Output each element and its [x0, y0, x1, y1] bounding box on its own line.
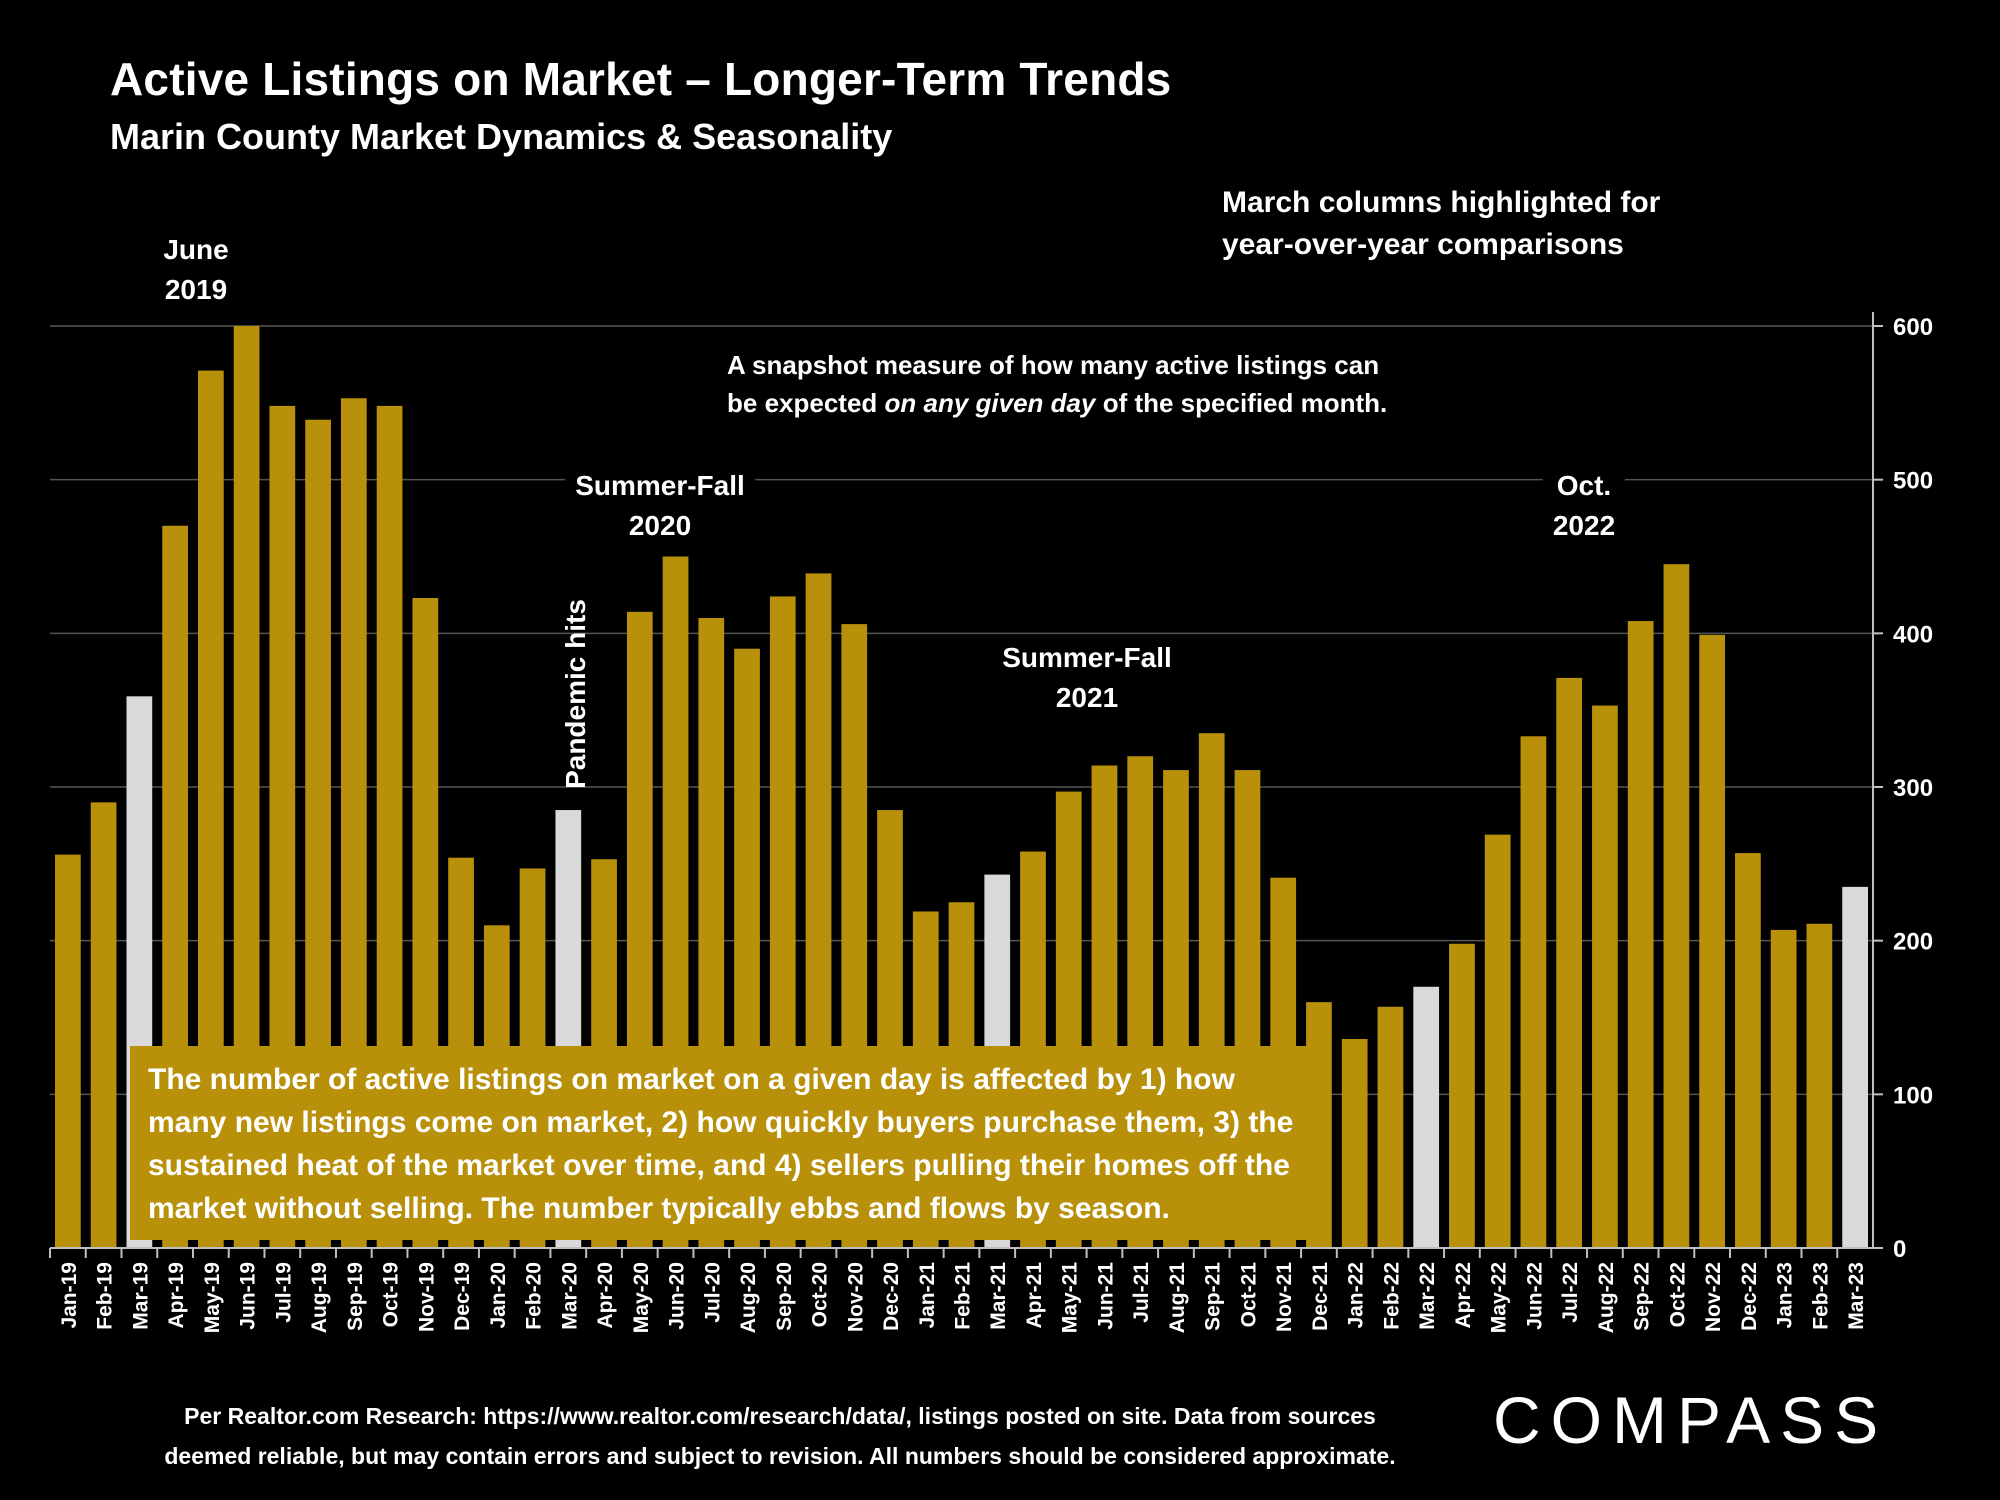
axes: 0 100 200 300 400 500 600 Jan-19 Feb-19 Mar-19 Apr…: [49, 312, 1933, 1334]
x-tick-label: Nov-19: [415, 1262, 438, 1332]
x-tick-label: Nov-22: [1702, 1262, 1725, 1332]
x-tick-label: May-22: [1488, 1262, 1511, 1333]
y-tick-label: 500: [1893, 468, 1933, 495]
bar-highlight-Mar-23: [1842, 886, 1868, 1248]
x-tick-label: Sep-19: [344, 1262, 367, 1331]
x-tick-label: Jan-19: [58, 1262, 81, 1329]
y-tick-label: 600: [1893, 314, 1933, 341]
y-tick-label: 100: [1893, 1082, 1933, 1109]
bar-Feb-19: [90, 802, 117, 1248]
x-tick-label: Sep-21: [1202, 1262, 1225, 1331]
x-tick-label: Apr-22: [1452, 1262, 1475, 1329]
x-tick-label: Jun-19: [237, 1262, 260, 1330]
y-tick-label: 400: [1893, 621, 1933, 648]
x-tick-label: Feb-23: [1809, 1262, 1832, 1330]
x-tick-label: Oct-21: [1237, 1262, 1260, 1328]
source-note: Per Realtor.com Research: https://www.re…: [164, 1403, 1396, 1469]
x-tick-label: Aug-20: [737, 1262, 760, 1333]
bar-Feb-23: [1806, 923, 1833, 1248]
x-tick-label: Oct-19: [380, 1262, 403, 1327]
y-tick-label: 300: [1893, 775, 1933, 802]
peak-label-summer-fall-2021: Summer-Fall 2021: [992, 638, 1182, 718]
x-tick-label: May-19: [201, 1262, 224, 1333]
march-highlight-note: March columns highlighted for year-over-…: [1222, 186, 1661, 261]
x-tick-label: Jan-21: [916, 1262, 939, 1329]
x-tick-label: Nov-20: [844, 1262, 867, 1332]
x-tick-label: Aug-22: [1595, 1262, 1618, 1333]
x-tick-label: Jan-20: [487, 1262, 510, 1329]
x-tick-label: Apr-20: [594, 1262, 617, 1329]
x-tick-label: Jul-19: [272, 1262, 295, 1323]
x-tick-label: Nov-21: [1273, 1262, 1296, 1332]
x-tick-label: Mar-20: [558, 1262, 581, 1330]
snapshot-note: A snapshot measure of how many active li…: [727, 346, 1447, 422]
bar-May-22: [1484, 834, 1511, 1248]
x-tick-label: Jan-22: [1345, 1262, 1368, 1329]
x-tick-label: Sep-22: [1631, 1262, 1654, 1331]
x-tick-label: Feb-20: [523, 1262, 546, 1330]
bar-Jan-19: [55, 854, 81, 1248]
compass-logo: COMPASS: [1493, 1383, 1889, 1457]
x-tick-label: Aug-19: [308, 1262, 331, 1333]
x-tick-label: Jun-20: [666, 1262, 689, 1330]
bar-highlight-Mar-22: [1413, 986, 1440, 1248]
x-tick-label: Feb-21: [952, 1262, 975, 1330]
x-tick-label: Oct-20: [809, 1262, 832, 1327]
bar-Jun-22: [1520, 736, 1547, 1248]
y-tick-label: 200: [1893, 929, 1933, 956]
x-tick-label: Dec-20: [880, 1262, 903, 1331]
peak-label-june-2019: June 2019: [153, 230, 239, 310]
x-tick-label: Jan-23: [1774, 1262, 1797, 1329]
bar-Dec-22: [1735, 853, 1761, 1248]
x-tick-label: Dec-21: [1309, 1262, 1332, 1331]
x-tick-label: Sep-20: [773, 1262, 796, 1331]
x-tick-label: Feb-22: [1380, 1262, 1403, 1330]
bar-Jan-23: [1770, 929, 1797, 1248]
x-tick-label: Feb-19: [94, 1262, 117, 1330]
bar-Aug-22: [1592, 705, 1618, 1248]
explanation-box: The number of active listings on market …: [130, 1046, 1330, 1240]
bar-Oct-22: [1663, 564, 1690, 1248]
x-tick-label: May-20: [630, 1262, 653, 1333]
x-tick-label: Mar-21: [987, 1262, 1010, 1330]
x-tick-label: Apr-19: [165, 1262, 188, 1329]
peak-label-summer-fall-2020: Summer-Fall 2020: [565, 466, 755, 546]
x-tick-label: Mar-19: [129, 1262, 152, 1330]
x-tick-label: Apr-21: [1023, 1262, 1046, 1329]
bar-Apr-22: [1449, 943, 1475, 1248]
page-subtitle: Marin County Market Dynamics & Seasonali…: [110, 116, 893, 157]
peak-label-oct-2022: Oct. 2022: [1542, 466, 1626, 546]
x-tick-label: Jun-21: [1094, 1262, 1117, 1330]
y-tick-label: 0: [1893, 1236, 1906, 1263]
x-tick-label: Jul-22: [1559, 1262, 1582, 1323]
bar-Jan-22: [1341, 1039, 1368, 1248]
bar-Jul-22: [1556, 677, 1583, 1248]
bar-Sep-22: [1627, 621, 1654, 1248]
x-tick-label: Oct-22: [1666, 1262, 1689, 1327]
x-tick-label: Jun-22: [1523, 1262, 1546, 1330]
x-tick-label: Aug-21: [1166, 1262, 1189, 1333]
x-tick-label: Mar-23: [1845, 1262, 1868, 1330]
x-tick-label: Dec-22: [1738, 1262, 1761, 1331]
x-tick-label: Jul-21: [1130, 1262, 1153, 1323]
x-tick-label: Mar-22: [1416, 1262, 1439, 1330]
bar-Nov-22: [1699, 634, 1726, 1248]
x-tick-label: May-21: [1059, 1262, 1082, 1334]
page-title: Active Listings on Market – Longer-Term …: [110, 53, 1172, 105]
x-tick-label: Dec-19: [451, 1262, 474, 1331]
bar-Feb-22: [1377, 1006, 1404, 1248]
pandemic-label: Pandemic hits: [560, 599, 591, 789]
x-tick-label: Jul-20: [701, 1262, 724, 1323]
